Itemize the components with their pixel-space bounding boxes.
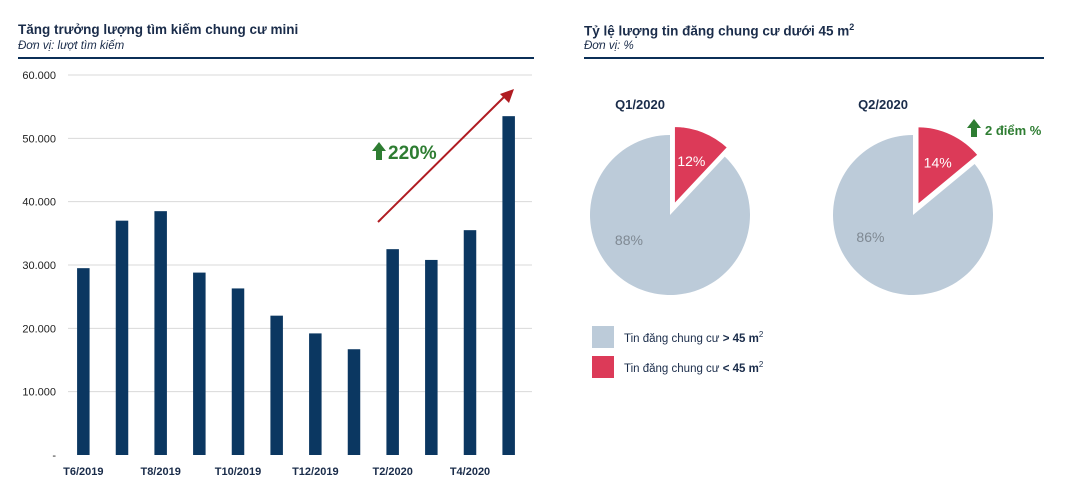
pie-slice-large-Q1/2020 [590,135,750,295]
y-tick-label: 40.000 [22,197,56,209]
y-tick-label: - [52,450,56,462]
growth-annotation: 220% [388,143,437,164]
up-arrow-icon [372,142,386,160]
trend-arrow-head [500,89,514,103]
y-tick-label: 20.000 [22,323,56,335]
bar-T7/2019 [115,220,129,455]
y-tick-label: 50.000 [22,133,56,145]
legend-item-small: Tin đăng chung cư < 45 m2 [592,356,852,382]
legend-swatch-small [592,356,614,378]
bar-chart-title: Tăng trưởng lượng tìm kiếm chung cư mini [18,22,299,37]
x-tick-label: T4/2020 [450,466,490,478]
legend-label-small: Tin đăng chung cư < 45 m2 [624,360,763,375]
trend-arrow-line [377,96,505,223]
pie-chart-subtitle: Đơn vị: % [584,40,634,52]
pie-chart-plot: Q1/2020 12% 88% Q2/2020 14% 86% 2 điểm % [590,97,1042,295]
legend-label-large: Tin đăng chung cư > 45 m2 [624,330,763,345]
bar-T11/2019 [270,315,283,455]
legend-label-small-bold: < 45 m [722,362,759,375]
up-arrow-icon [967,119,981,137]
bar-T4/2020 [463,230,477,455]
legend-swatch-large [592,326,614,348]
legend-label-large-prefix: Tin đăng chung cư [624,332,723,345]
bar-T9/2019 [193,272,206,455]
legend-label-large-bold: > 45 m [722,332,759,345]
pie-chart-title-rule [584,57,1044,59]
bar-T12/2019 [309,333,322,455]
bar-chart-plot: - 10.000 20.000 30.000 40.000 50.000 60.000 T6/… [22,70,532,478]
pie-label-large: 86% [856,229,884,245]
legend-item-large: Tin đăng chung cư > 45 m2 [592,326,852,352]
pie-chart-panel: Tỷ lệ lượng tin đăng chung cư dưới 45 m2… [578,0,1058,498]
x-tick-label: T2/2020 [372,466,412,478]
pie-chart-title-sup: 2 [849,22,855,32]
x-tick-label: T6/2019 [63,466,103,478]
pie-slice-small-Q1/2020 [672,124,731,209]
x-tick-label: T10/2019 [215,466,261,478]
pie-slice-small-Q2/2020 [916,124,981,209]
bar-T8/2019 [154,211,167,455]
bar-T1/2020 [347,349,361,455]
y-tick-label: 30.000 [22,260,56,272]
pie-title: Q1/2020 [615,97,665,112]
bar-T5/2020 [502,116,515,456]
x-tick-label: T8/2019 [140,466,180,478]
legend-label-small-prefix: Tin đăng chung cư [624,362,723,375]
bar-T10/2019 [231,288,245,455]
x-tick-label: T12/2019 [292,466,338,478]
bar-chart-title-rule [18,57,534,59]
legend-label-large-sup: 2 [758,330,764,339]
bar-T3/2020 [425,259,438,455]
legend-label-small-sup: 2 [758,360,764,369]
pie-title: Q2/2020 [858,97,908,112]
pie-label-large: 88% [615,232,643,248]
pie-chart-title: Tỷ lệ lượng tin đăng chung cư dưới 45 m2 [584,22,854,39]
y-tick-label: 60.000 [22,70,56,82]
point-change-annotation: 2 điểm % [985,123,1042,138]
pie-chart-title-text: Tỷ lệ lượng tin đăng chung cư dưới 45 m [584,23,850,39]
pie-slice-large-Q2/2020 [833,135,993,295]
bar-T6/2019 [77,268,90,455]
bar-chart-panel: Tăng trưởng lượng tìm kiếm chung cư mini… [18,22,534,478]
bar-chart-subtitle: Đơn vị: lượt tìm kiếm [18,40,125,52]
bar-T2/2020 [386,249,399,455]
pie-label-small: 12% [677,153,705,169]
pie-label-small: 14% [924,155,952,171]
y-tick-label: 10.000 [22,387,56,399]
